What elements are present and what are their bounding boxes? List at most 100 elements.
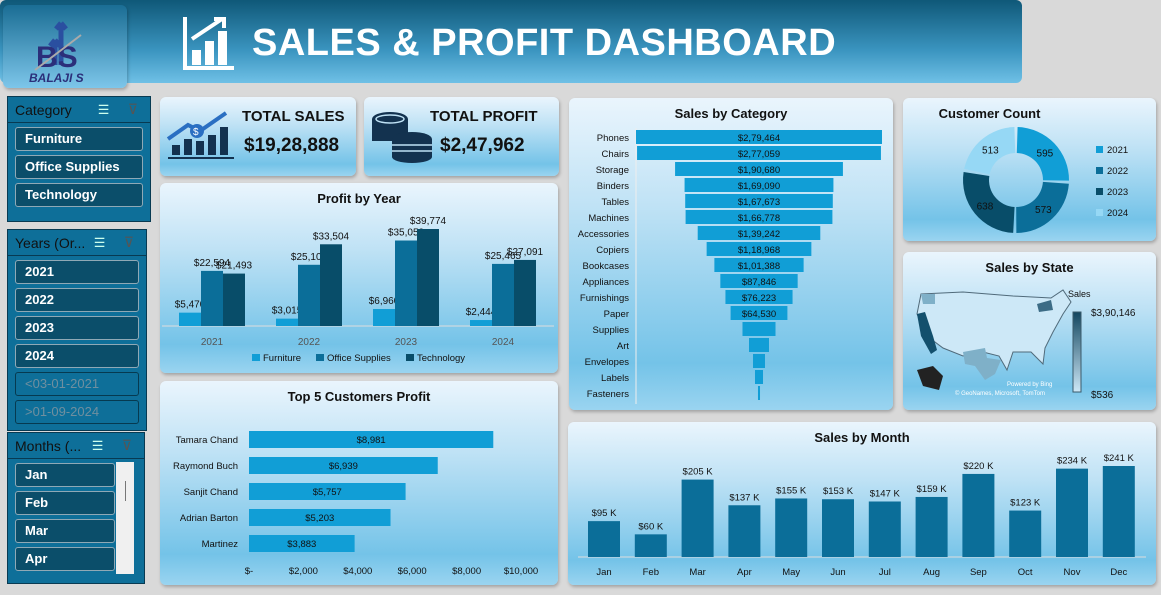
data-label: $1,67,673 xyxy=(738,197,780,208)
sales-by-month-panel: Sales by Month $95 K Jan $60 K Feb $205 K Mar… xyxy=(568,422,1156,585)
donut-slice-2022 xyxy=(1016,181,1069,233)
slicer-item-mar[interactable]: Mar xyxy=(15,519,115,543)
slicer-item-2024[interactable]: 2024 xyxy=(15,344,139,368)
texas-shape xyxy=(963,348,1001,380)
category-label: Paper xyxy=(604,309,629,320)
slicer-title: Category xyxy=(15,101,72,118)
data-label: 638 xyxy=(977,201,994,212)
x-tick-label: $6,000 xyxy=(398,566,427,577)
data-label: $2,444 xyxy=(466,307,497,318)
x-tick-label: 2023 xyxy=(395,337,418,348)
bar xyxy=(588,521,620,557)
slicer-item-feb[interactable]: Feb xyxy=(15,491,115,515)
legend-min: $536 xyxy=(1091,390,1114,401)
bar-office-supplies xyxy=(201,270,223,326)
funnel-bar xyxy=(697,226,821,240)
funnel-bar xyxy=(675,162,843,176)
slicer-title: Months (... xyxy=(15,437,82,454)
alaska-shape xyxy=(917,366,943,390)
bar xyxy=(634,534,667,557)
donut-slice-2024 xyxy=(964,127,1016,175)
bar xyxy=(822,499,854,557)
slicer-item-before[interactable]: <03-01-2021 xyxy=(15,372,139,396)
funnel-bar xyxy=(753,354,765,368)
category-label: Envelopes xyxy=(585,357,630,368)
slicer-item-office-supplies[interactable]: Office Supplies xyxy=(15,155,143,179)
svg-text:$: $ xyxy=(193,127,199,138)
months-slicer: Months (... ☰ ⊽ Jan Feb Mar Apr xyxy=(7,432,145,584)
x-tick-label: $2,000 xyxy=(289,566,318,577)
bar-furniture xyxy=(179,312,201,326)
chart-title: Sales by Category xyxy=(674,106,788,121)
category-label: Appliances xyxy=(583,277,630,288)
multi-select-icon[interactable]: ☰ xyxy=(93,234,106,250)
data-label: $22,594 xyxy=(194,258,231,269)
sales-by-state-map[interactable]: Powered by Bing © GeoNames, Microsoft, T… xyxy=(903,252,1156,410)
multi-select-icon[interactable]: ☰ xyxy=(97,101,110,117)
slicer-item-2023[interactable]: 2023 xyxy=(15,316,139,340)
funnel-bar xyxy=(706,242,812,256)
top-customers-chart: $8,981 Tamara Chand $6,939 Raymond Buch $5,7… xyxy=(173,431,538,577)
x-tick-label: $8,000 xyxy=(452,566,481,577)
x-tick-label: Oct xyxy=(1018,567,1033,578)
data-label: $220 K xyxy=(963,461,994,472)
kpi-value: $2,47,962 xyxy=(440,135,525,156)
x-tick-label: May xyxy=(782,567,800,578)
bar-furniture xyxy=(373,309,395,326)
bar xyxy=(681,479,714,557)
data-label: $3,015 xyxy=(272,306,303,317)
data-label: $3,883 xyxy=(287,539,316,550)
funnel-bar xyxy=(684,178,834,192)
category-label: Labels xyxy=(601,373,629,384)
bar xyxy=(249,535,355,552)
category-label: Storage xyxy=(596,165,629,176)
funnel-bar xyxy=(730,306,788,320)
slicer-item-jan[interactable]: Jan xyxy=(15,463,115,487)
legend-label: Office Supplies xyxy=(327,353,391,364)
funnel-bar xyxy=(685,210,833,224)
category-label: Copiers xyxy=(596,245,629,256)
page-title: SALES & PROFIT DASHBOARD xyxy=(252,22,837,64)
legend-swatch xyxy=(1096,167,1103,174)
scrollbar[interactable] xyxy=(116,462,134,574)
header-banner: SALES & PROFIT DASHBOARD xyxy=(0,0,1022,83)
data-label: $159 K xyxy=(917,484,948,495)
data-label: $39,774 xyxy=(410,216,447,227)
data-label: $35,053 xyxy=(388,228,425,239)
data-label: $60 K xyxy=(638,521,663,532)
bar-technology xyxy=(514,259,536,326)
funnel-bar xyxy=(754,370,764,384)
map-credit: © GeoNames, Microsoft, TomTom xyxy=(955,390,1045,397)
slicer-item-technology[interactable]: Technology xyxy=(15,183,143,207)
bar-office-supplies xyxy=(395,240,417,326)
clear-filter-icon[interactable]: ⊽ xyxy=(121,437,132,453)
x-tick-label: Feb xyxy=(643,567,659,578)
slicer-item-furniture[interactable]: Furniture xyxy=(15,127,143,151)
category-label: Accessories xyxy=(578,229,629,240)
legend-label: 2021 xyxy=(1107,145,1128,156)
multi-select-icon[interactable]: ☰ xyxy=(91,437,104,453)
slicer-item-2021[interactable]: 2021 xyxy=(15,260,139,284)
bar xyxy=(915,496,948,557)
legend-title: Sales xyxy=(1068,289,1091,299)
data-label: $33,504 xyxy=(313,231,350,242)
clear-filter-icon[interactable]: ⊽ xyxy=(123,234,134,250)
donut-slice-2023 xyxy=(963,172,1015,233)
x-tick-label: Nov xyxy=(1064,567,1081,578)
customer-count-panel: Customer Count 595 2021 573 2022 638 2023 513 2… xyxy=(903,98,1156,241)
data-label: $1,66,778 xyxy=(738,213,780,224)
category-label: Furnishings xyxy=(580,293,629,304)
chart-title: Sales by State xyxy=(985,260,1074,275)
data-label: 513 xyxy=(982,145,999,156)
slicer-item-2022[interactable]: 2022 xyxy=(15,288,139,312)
bar xyxy=(249,457,438,474)
category-label: Tables xyxy=(602,197,630,208)
slicer-item-after[interactable]: >01-09-2024 xyxy=(15,400,139,424)
data-label: $241 K xyxy=(1104,453,1135,464)
data-label: $25,100 xyxy=(291,252,328,263)
data-label: $8,981 xyxy=(357,435,386,446)
slicer-item-apr[interactable]: Apr xyxy=(15,547,115,571)
data-label: $25,465 xyxy=(485,251,522,262)
clear-filter-icon[interactable]: ⊽ xyxy=(127,101,138,117)
logo-icon: BS xyxy=(34,21,82,74)
